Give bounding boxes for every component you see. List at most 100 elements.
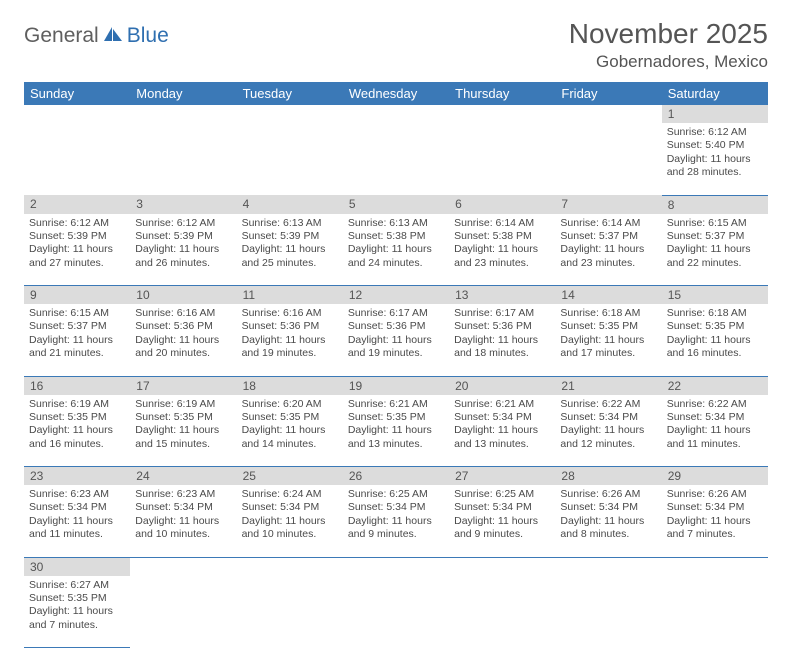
col-thursday: Thursday (449, 82, 555, 105)
daylight-line-2: and 28 minutes. (667, 166, 763, 179)
sunrise-line: Sunrise: 6:27 AM (29, 579, 125, 592)
daylight-line-2: and 12 minutes. (560, 438, 656, 451)
day-cell: Sunrise: 6:23 AMSunset: 5:34 PMDaylight:… (24, 485, 130, 557)
day-number-cell: 17 (130, 376, 236, 395)
day-number-cell: 21 (555, 376, 661, 395)
sunset-line: Sunset: 5:34 PM (29, 501, 125, 514)
col-wednesday: Wednesday (343, 82, 449, 105)
sunrise-line: Sunrise: 6:16 AM (242, 307, 338, 320)
daylight-line-2: and 11 minutes. (667, 438, 763, 451)
sunrise-line: Sunrise: 6:23 AM (135, 488, 231, 501)
daylight-line-2: and 23 minutes. (454, 257, 550, 270)
calendar-table: Sunday Monday Tuesday Wednesday Thursday… (24, 82, 768, 648)
day-cell (343, 123, 449, 195)
sunrise-line: Sunrise: 6:12 AM (667, 126, 763, 139)
day-cell: Sunrise: 6:18 AMSunset: 5:35 PMDaylight:… (662, 304, 768, 376)
daylight-line-2: and 22 minutes. (667, 257, 763, 270)
calendar-week-row: Sunrise: 6:19 AMSunset: 5:35 PMDaylight:… (24, 395, 768, 467)
daylight-line-2: and 20 minutes. (135, 347, 231, 360)
sunrise-line: Sunrise: 6:18 AM (560, 307, 656, 320)
day-cell: Sunrise: 6:23 AMSunset: 5:34 PMDaylight:… (130, 485, 236, 557)
day-number-cell: 28 (555, 467, 661, 486)
day-number-cell (130, 105, 236, 123)
daylight-line-1: Daylight: 11 hours (454, 424, 550, 437)
day-cell: Sunrise: 6:17 AMSunset: 5:36 PMDaylight:… (343, 304, 449, 376)
sunrise-line: Sunrise: 6:15 AM (29, 307, 125, 320)
daylight-line-1: Daylight: 11 hours (348, 515, 444, 528)
daylight-line-2: and 9 minutes. (348, 528, 444, 541)
daylight-line-1: Daylight: 11 hours (29, 424, 125, 437)
daylight-line-2: and 16 minutes. (667, 347, 763, 360)
sunset-line: Sunset: 5:39 PM (242, 230, 338, 243)
day-cell: Sunrise: 6:25 AMSunset: 5:34 PMDaylight:… (343, 485, 449, 557)
day-cell (130, 123, 236, 195)
daylight-line-2: and 26 minutes. (135, 257, 231, 270)
calendar-week-row: Sunrise: 6:15 AMSunset: 5:37 PMDaylight:… (24, 304, 768, 376)
sunrise-line: Sunrise: 6:22 AM (560, 398, 656, 411)
day-cell: Sunrise: 6:13 AMSunset: 5:39 PMDaylight:… (237, 214, 343, 286)
day-number-cell: 12 (343, 286, 449, 305)
title-block: November 2025 Gobernadores, Mexico (569, 18, 768, 72)
sunset-line: Sunset: 5:37 PM (560, 230, 656, 243)
sunrise-line: Sunrise: 6:13 AM (348, 217, 444, 230)
day-number-cell (237, 557, 343, 576)
daylight-line-1: Daylight: 11 hours (135, 334, 231, 347)
sunrise-line: Sunrise: 6:12 AM (29, 217, 125, 230)
day-cell: Sunrise: 6:24 AMSunset: 5:34 PMDaylight:… (237, 485, 343, 557)
sunrise-line: Sunrise: 6:20 AM (242, 398, 338, 411)
day-number-cell: 13 (449, 286, 555, 305)
sunrise-line: Sunrise: 6:25 AM (454, 488, 550, 501)
daylight-line-2: and 17 minutes. (560, 347, 656, 360)
weekday-header-row: Sunday Monday Tuesday Wednesday Thursday… (24, 82, 768, 105)
day-number-cell: 14 (555, 286, 661, 305)
sunset-line: Sunset: 5:39 PM (29, 230, 125, 243)
sunset-line: Sunset: 5:39 PM (135, 230, 231, 243)
day-number-cell: 3 (130, 195, 236, 214)
sunset-line: Sunset: 5:38 PM (348, 230, 444, 243)
daylight-line-1: Daylight: 11 hours (29, 334, 125, 347)
daylight-line-2: and 25 minutes. (242, 257, 338, 270)
day-cell: Sunrise: 6:14 AMSunset: 5:38 PMDaylight:… (449, 214, 555, 286)
day-cell: Sunrise: 6:12 AMSunset: 5:39 PMDaylight:… (24, 214, 130, 286)
sunset-line: Sunset: 5:35 PM (560, 320, 656, 333)
day-number-cell: 5 (343, 195, 449, 214)
daylight-line-2: and 13 minutes. (348, 438, 444, 451)
day-cell: Sunrise: 6:17 AMSunset: 5:36 PMDaylight:… (449, 304, 555, 376)
day-cell: Sunrise: 6:13 AMSunset: 5:38 PMDaylight:… (343, 214, 449, 286)
sunrise-line: Sunrise: 6:13 AM (242, 217, 338, 230)
sunset-line: Sunset: 5:37 PM (29, 320, 125, 333)
col-friday: Friday (555, 82, 661, 105)
day-cell: Sunrise: 6:22 AMSunset: 5:34 PMDaylight:… (555, 395, 661, 467)
day-cell: Sunrise: 6:20 AMSunset: 5:35 PMDaylight:… (237, 395, 343, 467)
sunrise-line: Sunrise: 6:21 AM (454, 398, 550, 411)
day-cell: Sunrise: 6:19 AMSunset: 5:35 PMDaylight:… (130, 395, 236, 467)
sunset-line: Sunset: 5:34 PM (454, 501, 550, 514)
day-number-cell (130, 557, 236, 576)
sunrise-line: Sunrise: 6:25 AM (348, 488, 444, 501)
daylight-line-2: and 16 minutes. (29, 438, 125, 451)
daylight-line-1: Daylight: 11 hours (454, 243, 550, 256)
daylight-line-2: and 18 minutes. (454, 347, 550, 360)
calendar-week-row: Sunrise: 6:12 AMSunset: 5:40 PMDaylight:… (24, 123, 768, 195)
daylight-line-2: and 23 minutes. (560, 257, 656, 270)
logo-text-general: General (24, 24, 99, 48)
daylight-line-1: Daylight: 11 hours (135, 515, 231, 528)
daylight-line-1: Daylight: 11 hours (667, 153, 763, 166)
day-number-cell: 8 (662, 195, 768, 214)
sunrise-line: Sunrise: 6:23 AM (29, 488, 125, 501)
daylight-line-2: and 7 minutes. (667, 528, 763, 541)
day-cell: Sunrise: 6:21 AMSunset: 5:34 PMDaylight:… (449, 395, 555, 467)
sunrise-line: Sunrise: 6:24 AM (242, 488, 338, 501)
sunset-line: Sunset: 5:35 PM (135, 411, 231, 424)
sunset-line: Sunset: 5:36 PM (454, 320, 550, 333)
day-number-cell: 27 (449, 467, 555, 486)
day-number-cell: 6 (449, 195, 555, 214)
daylight-line-2: and 7 minutes. (29, 619, 125, 632)
daylight-line-2: and 11 minutes. (29, 528, 125, 541)
daylight-line-1: Daylight: 11 hours (348, 424, 444, 437)
day-cell (555, 123, 661, 195)
day-number-cell: 10 (130, 286, 236, 305)
day-number-cell: 20 (449, 376, 555, 395)
daylight-line-1: Daylight: 11 hours (135, 424, 231, 437)
sunset-line: Sunset: 5:34 PM (667, 501, 763, 514)
